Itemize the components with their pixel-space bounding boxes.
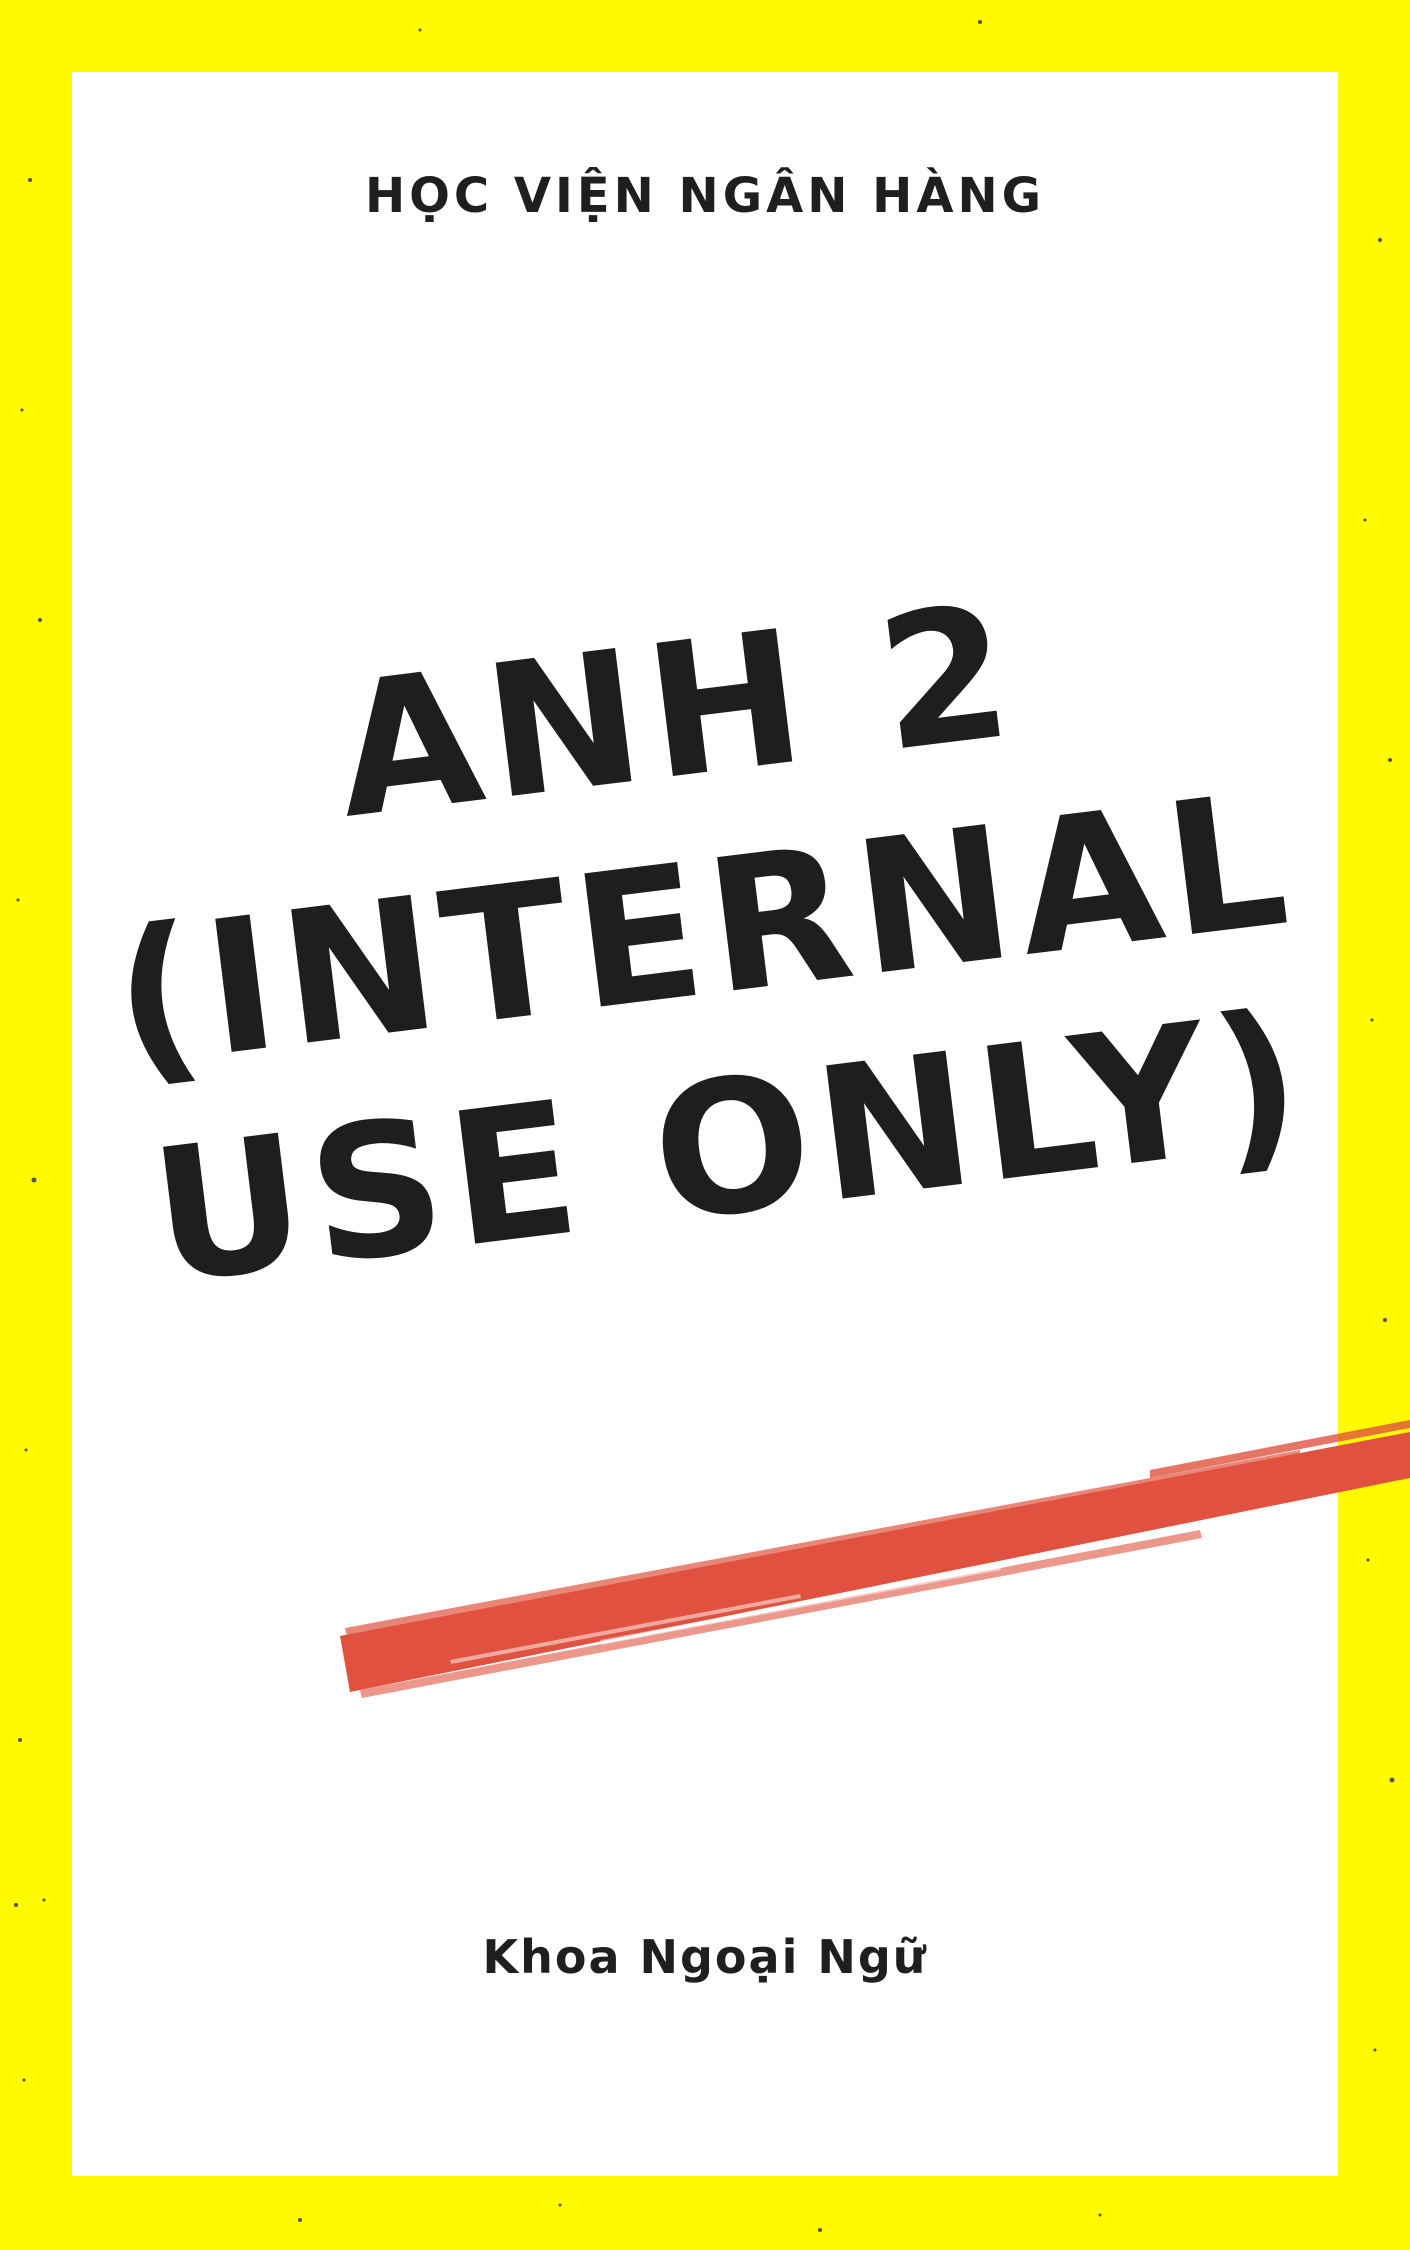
cover-title: ANH 2 (INTERNAL USE ONLY) xyxy=(19,524,1402,1437)
department-name: Khoa Ngoại Ngữ xyxy=(482,1930,928,1984)
cover-card xyxy=(72,72,1338,2176)
institution-name: HỌC VIỆN NGÂN HÀNG xyxy=(364,168,1046,224)
